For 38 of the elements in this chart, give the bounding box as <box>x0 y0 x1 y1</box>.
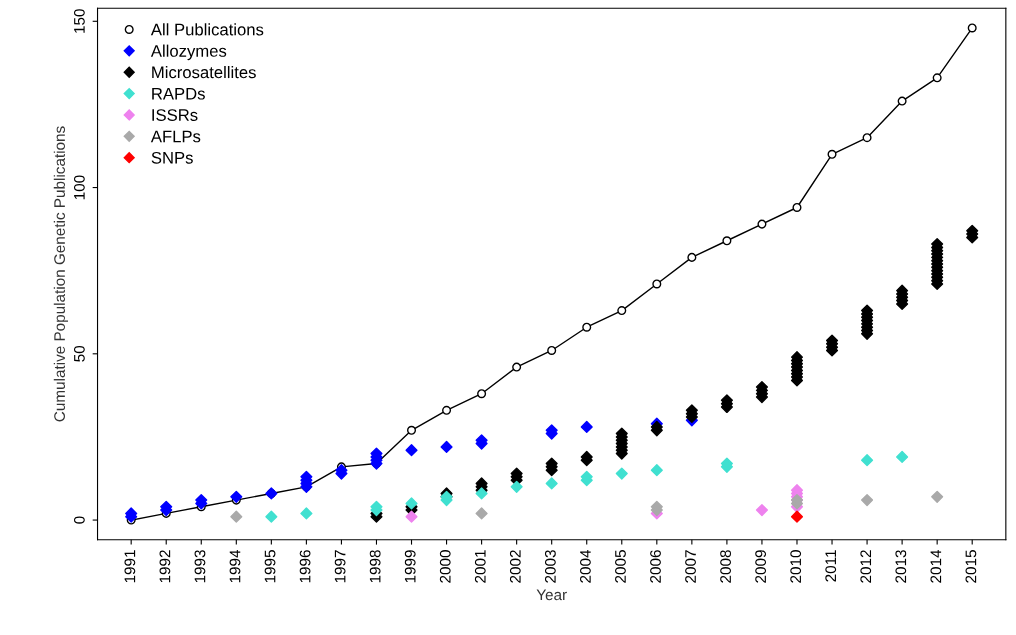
x-tick-label: 2007 <box>685 550 696 583</box>
x-tick-label: 2013 <box>895 550 907 583</box>
x-tick-label: 1991 <box>124 550 136 583</box>
y-axis-title: Cumulative Population Genetic Publications <box>53 126 69 422</box>
legend-label: ISSRs <box>152 109 198 121</box>
x-tick-label: 1997 <box>334 550 346 583</box>
legend-label: RAPDs <box>152 87 205 100</box>
x-tick-label: 2015 <box>965 550 977 583</box>
legend-label: Microsatellites <box>152 65 256 79</box>
x-tick-label: 2004 <box>580 549 591 583</box>
y-tick-label: 150 <box>73 9 85 33</box>
x-tick-label: 2010 <box>790 550 802 583</box>
x-tick-label: 1999 <box>404 550 416 583</box>
x-tick-label: 1993 <box>194 550 206 583</box>
y-tick-label: 0 <box>73 516 85 524</box>
x-tick-label: 2000 <box>439 550 451 583</box>
x-tick-label: 2002 <box>509 550 521 583</box>
x-tick-label: 2011 <box>825 550 837 582</box>
y-tick-label: 50 <box>73 345 85 362</box>
x-tick-label: 2009 <box>755 550 767 583</box>
x-axis-title: Year <box>536 589 567 601</box>
legend-label: All Publications <box>150 23 264 36</box>
x-tick-label: 2001 <box>474 550 486 583</box>
x-tick-label: 1992 <box>159 550 171 583</box>
x-tick-label: 2003 <box>544 550 556 583</box>
x-tick-label: 1994 <box>229 549 241 583</box>
x-tick-label: 2005 <box>615 550 626 583</box>
legend-label: AFLPs <box>150 130 201 143</box>
y-tick-label: 100 <box>73 175 85 200</box>
x-tick-label: 2008 <box>720 550 731 583</box>
x-tick-label: 1998 <box>369 550 381 583</box>
legend-label: SNPs <box>151 151 193 164</box>
x-tick-label: 1996 <box>299 550 311 583</box>
x-tick-label: 2006 <box>650 550 661 583</box>
legend-label: Allozymes <box>150 44 227 61</box>
x-tick-label: 1995 <box>264 550 276 583</box>
x-tick-label: 2014 <box>930 549 942 583</box>
x-tick-label: 2012 <box>860 550 872 583</box>
